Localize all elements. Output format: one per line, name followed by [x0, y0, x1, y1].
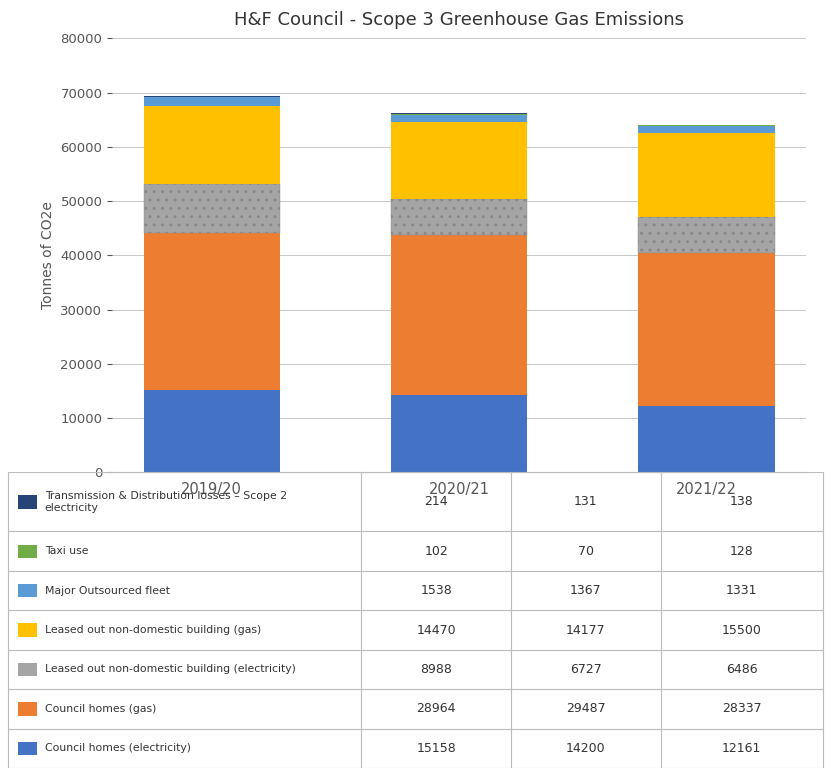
- Text: Transmission & Distribution losses – Scope 2
electricity: Transmission & Distribution losses – Sco…: [45, 491, 287, 513]
- Text: 15158: 15158: [416, 742, 456, 755]
- Bar: [144, 106, 280, 184]
- Bar: [638, 406, 774, 472]
- Text: Taxi use: Taxi use: [45, 546, 88, 556]
- Text: 214: 214: [425, 495, 448, 508]
- Text: 14200: 14200: [566, 742, 606, 755]
- Bar: [391, 199, 527, 235]
- Bar: [18, 624, 37, 637]
- Text: 14470: 14470: [416, 624, 456, 637]
- Y-axis label: Tonnes of CO2e: Tonnes of CO2e: [41, 201, 55, 310]
- Bar: [144, 390, 280, 472]
- Bar: [18, 584, 37, 598]
- Text: 28964: 28964: [416, 703, 456, 715]
- Bar: [18, 663, 37, 676]
- Text: 6727: 6727: [570, 663, 602, 676]
- Bar: [18, 742, 37, 755]
- Text: Major Outsourced fleet: Major Outsourced fleet: [45, 585, 170, 596]
- Bar: [144, 184, 280, 233]
- Text: 15500: 15500: [722, 624, 761, 637]
- Bar: [144, 96, 280, 97]
- Bar: [18, 545, 37, 558]
- Bar: [391, 235, 527, 396]
- Bar: [18, 702, 37, 716]
- Text: 8988: 8988: [420, 663, 452, 676]
- Bar: [391, 122, 527, 199]
- Bar: [638, 253, 774, 406]
- Text: 102: 102: [425, 545, 448, 558]
- Text: 1331: 1331: [726, 584, 757, 597]
- Text: 1538: 1538: [420, 584, 452, 597]
- Text: 131: 131: [574, 495, 597, 508]
- Text: 1367: 1367: [570, 584, 602, 597]
- Bar: [638, 126, 774, 134]
- Bar: [391, 114, 527, 122]
- Text: Council homes (electricity): Council homes (electricity): [45, 743, 191, 753]
- Text: 70: 70: [578, 545, 594, 558]
- Text: 128: 128: [730, 545, 754, 558]
- Text: 28337: 28337: [722, 703, 761, 715]
- Bar: [638, 217, 774, 253]
- Text: 6486: 6486: [725, 663, 758, 676]
- Text: 138: 138: [730, 495, 754, 508]
- Text: Leased out non-domestic building (gas): Leased out non-domestic building (gas): [45, 625, 261, 635]
- Bar: [144, 233, 280, 390]
- Text: Council homes (gas): Council homes (gas): [45, 703, 156, 714]
- Text: 29487: 29487: [566, 703, 606, 715]
- Bar: [144, 98, 280, 106]
- Text: 14177: 14177: [566, 624, 606, 637]
- Title: H&F Council - Scope 3 Greenhouse Gas Emissions: H&F Council - Scope 3 Greenhouse Gas Emi…: [234, 11, 684, 28]
- Bar: [638, 134, 774, 217]
- Bar: [18, 495, 37, 508]
- Text: 12161: 12161: [722, 742, 761, 755]
- Bar: [391, 396, 527, 472]
- Text: Leased out non-domestic building (electricity): Leased out non-domestic building (electr…: [45, 664, 296, 674]
